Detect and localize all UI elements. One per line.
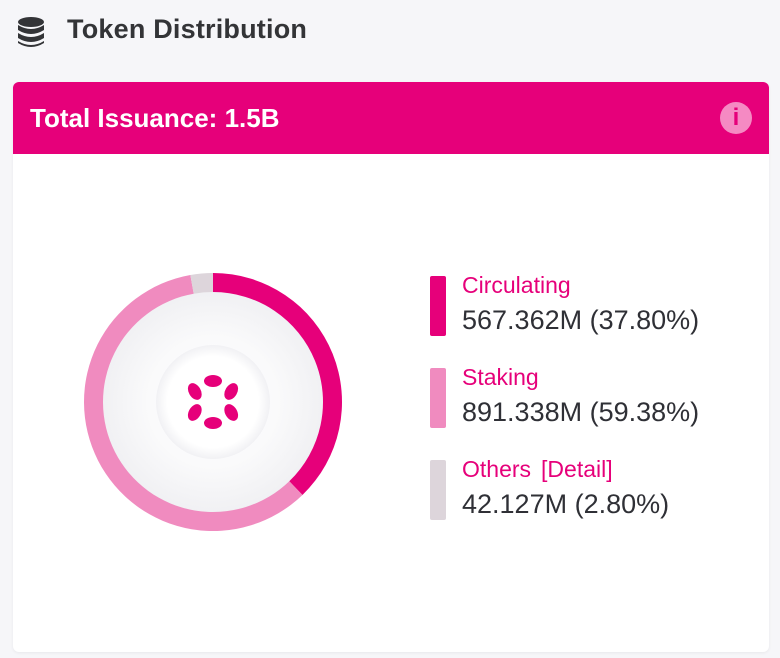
page-header: Token Distribution (0, 0, 780, 64)
donut-slice-circulating[interactable] (213, 273, 342, 495)
database-icon (18, 17, 44, 47)
legend-label-circulating: Circulating (462, 272, 571, 298)
legend-value-staking: 891.338M (59.38%) (462, 397, 700, 427)
donut-chart-svg (84, 273, 342, 531)
card-header: Total Issuance: 1.5B i (13, 82, 769, 154)
legend-label-others: Others [Detail] (462, 456, 613, 483)
legend-swatch-staking (430, 368, 446, 428)
others-detail-link[interactable]: [Detail] (541, 456, 613, 482)
token-distribution-card: Total Issuance: 1.5B i (13, 82, 769, 652)
donut-center-circle (156, 345, 270, 459)
legend-label-others-text: Others (462, 456, 532, 482)
legend-item-others: Others [Detail] 42.127M (2.80%) (430, 456, 760, 520)
page-title: Token Distribution (67, 14, 308, 44)
legend-item-circulating: Circulating 567.362M (37.80%) (430, 272, 760, 336)
donut-slice-staking[interactable] (84, 275, 303, 531)
donut-chart (73, 262, 353, 542)
legend-value-others: 42.127M (2.80%) (462, 489, 670, 519)
legend-label-staking: Staking (462, 364, 539, 390)
legend-swatch-circulating (430, 276, 446, 336)
info-icon[interactable]: i (720, 102, 752, 134)
legend-value-circulating: 567.362M (37.80%) (462, 305, 700, 335)
legend-item-staking: Staking 891.338M (59.38%) (430, 364, 760, 428)
total-issuance-title: Total Issuance: 1.5B (30, 103, 280, 133)
donut-slice-others[interactable] (190, 273, 213, 294)
legend-swatch-others (430, 460, 446, 520)
polkadot-logo-icon (187, 375, 239, 429)
